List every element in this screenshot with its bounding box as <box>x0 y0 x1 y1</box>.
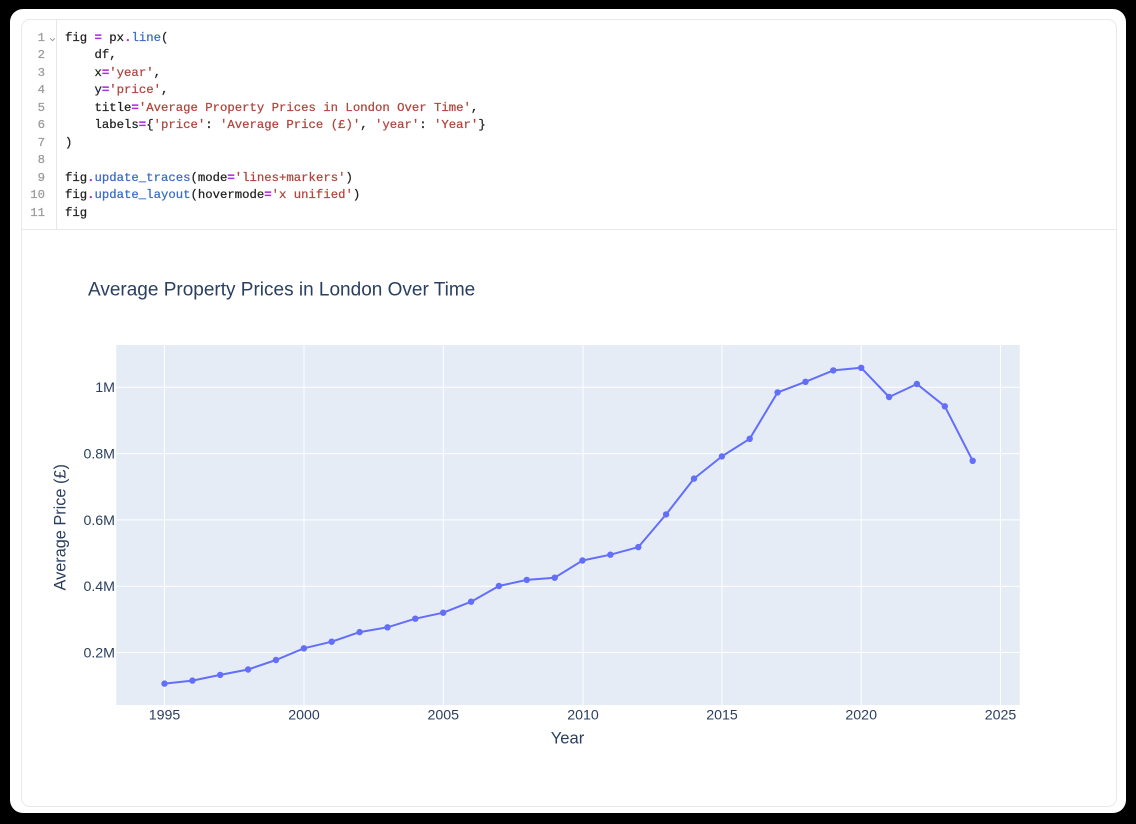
svg-text:1995: 1995 <box>149 708 181 724</box>
svg-text:0.8M: 0.8M <box>83 447 115 463</box>
svg-text:2025: 2025 <box>985 708 1017 724</box>
svg-text:Year: Year <box>551 729 585 748</box>
svg-text:0.2M: 0.2M <box>83 645 115 661</box>
svg-text:2020: 2020 <box>845 708 877 724</box>
svg-text:2005: 2005 <box>428 708 460 724</box>
svg-text:Average Property Prices in Lon: Average Property Prices in London Over T… <box>88 280 475 301</box>
svg-text:Average Price (£): Average Price (£) <box>51 464 69 590</box>
svg-text:1M: 1M <box>95 380 115 396</box>
svg-text:2010: 2010 <box>567 708 599 724</box>
svg-text:0.6M: 0.6M <box>83 513 115 529</box>
svg-text:2015: 2015 <box>706 708 738 724</box>
svg-text:0.4M: 0.4M <box>83 579 115 595</box>
svg-text:2000: 2000 <box>288 708 320 724</box>
